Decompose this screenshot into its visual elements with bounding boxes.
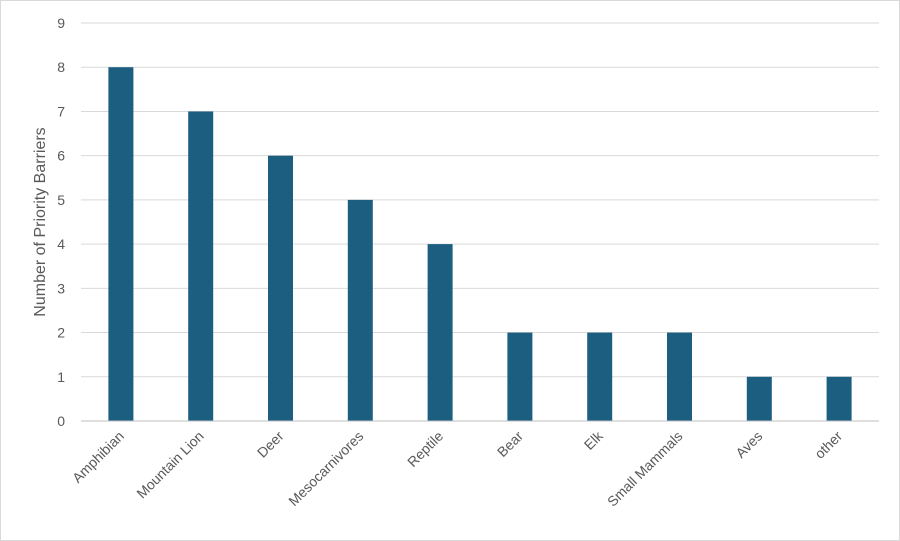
y-tick-label: 7 (57, 103, 65, 119)
bar-elk (587, 332, 613, 421)
bar-reptile (427, 244, 453, 421)
x-tick-label: Mountain Lion (133, 428, 207, 502)
y-tick-label: 5 (57, 192, 65, 208)
x-tick-label: Bear (494, 428, 526, 460)
x-tick-label: Deer (254, 428, 287, 461)
x-tick-label: Mesocarnivores (285, 428, 366, 509)
y-tick-label: 3 (57, 280, 65, 296)
x-tick-label: Reptile (404, 428, 446, 470)
bars (108, 67, 852, 421)
x-tick-label: Small Mammals (604, 428, 686, 510)
bar-bear (507, 332, 533, 421)
y-axis-label: Number of Priority Barriers (32, 127, 49, 316)
y-tick-label: 4 (57, 236, 65, 252)
bar-mesocarnivores (347, 199, 373, 421)
y-tick-label: 0 (57, 413, 65, 429)
y-tick-label: 9 (57, 15, 65, 31)
y-axis-ticks: 0 1 2 3 4 5 6 7 8 9 (57, 15, 65, 429)
y-tick-label: 1 (57, 369, 65, 385)
x-tick-label: Elk (581, 427, 607, 453)
y-tick-label: 6 (57, 148, 65, 164)
gridlines (81, 22, 879, 378)
x-tick-label: Amphibian (69, 428, 127, 486)
y-tick-label: 2 (57, 325, 65, 341)
bar-small-mammals (667, 332, 692, 421)
bar-aves (746, 376, 772, 421)
y-tick-label: 8 (57, 59, 65, 75)
x-tick-label: Aves (732, 428, 765, 461)
bar-deer (268, 155, 293, 421)
bar-other (826, 376, 852, 421)
x-tick-label: other (811, 428, 845, 462)
bar-amphibian (108, 67, 134, 421)
bar-mountain-lion (188, 111, 214, 421)
x-axis-ticks: Amphibian Mountain Lion DeerMesocarnivores… (69, 427, 846, 509)
